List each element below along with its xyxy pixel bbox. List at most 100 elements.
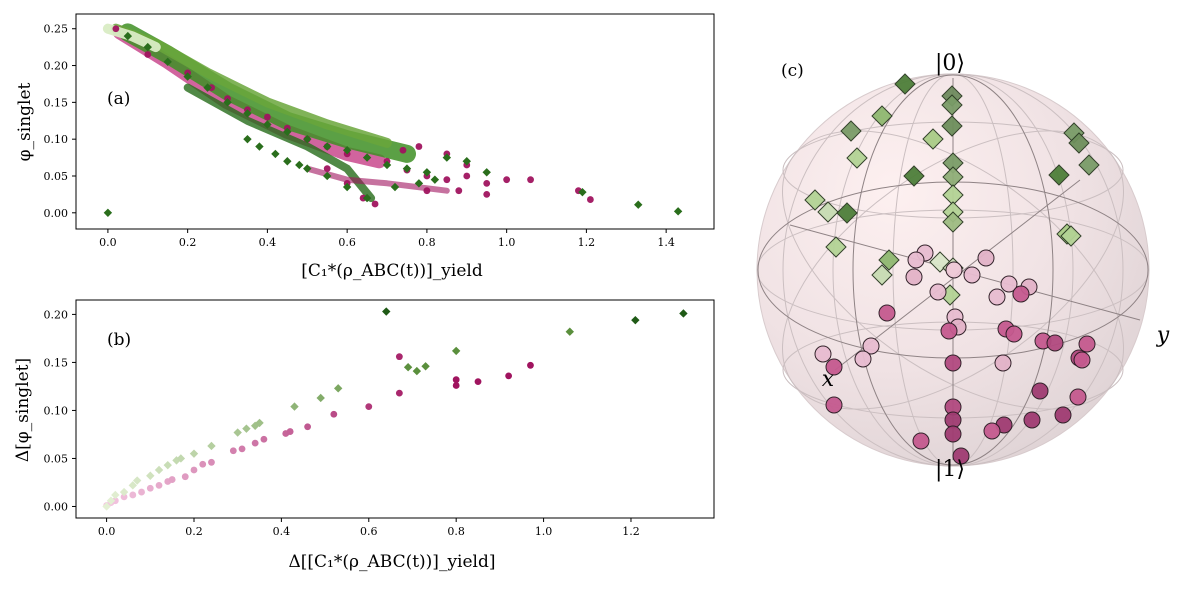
bloch-label-bottom: |1⟩ <box>935 457 965 482</box>
data-point-green <box>362 193 372 203</box>
data-point-green <box>295 160 304 170</box>
data-point-pink <box>371 200 379 208</box>
bloch-point-green <box>894 73 916 95</box>
bloch-point-pink <box>983 422 1001 440</box>
data-point-green <box>242 424 251 433</box>
data-point-green <box>342 146 352 155</box>
bloch-point-pink <box>1054 406 1072 424</box>
data-point-pink <box>483 179 491 187</box>
data-point-pink <box>112 25 120 33</box>
bloch-label-x: x <box>822 367 835 392</box>
panel-a-xtick-label: 0.6 <box>338 236 356 249</box>
panel-a-xtick-label: 0.8 <box>418 236 436 249</box>
data-point-pink <box>208 458 215 466</box>
data-point-pink <box>463 172 471 180</box>
bloch-point-pink <box>1023 411 1041 429</box>
bloch-point-pink <box>1012 285 1030 303</box>
panel-a-xtick-label: 1.2 <box>578 236 596 249</box>
data-point-pink <box>395 353 403 361</box>
panel-a-xtick-label: 0.0 <box>99 236 117 249</box>
bloch-point-pink <box>1005 325 1023 343</box>
data-point-green <box>223 98 232 107</box>
bloch-point-green <box>1068 132 1090 154</box>
data-point-green <box>119 487 129 497</box>
data-point-green <box>255 142 264 151</box>
data-point-pink <box>474 378 482 386</box>
data-point-pink <box>323 165 331 173</box>
bloch-point-green <box>942 211 964 233</box>
data-point-pink <box>527 361 534 369</box>
bloch-point-green <box>922 128 944 150</box>
data-point-green <box>390 182 400 192</box>
panel-b-ytick-label: 0.20 <box>44 308 69 321</box>
data-point-pink <box>527 176 534 184</box>
bloch-point-green <box>825 236 847 258</box>
data-point-green <box>303 134 312 144</box>
data-point-pink <box>415 143 423 150</box>
bloch-point-green <box>903 165 925 187</box>
data-point-green <box>290 402 299 411</box>
data-point-green <box>382 160 392 170</box>
data-point-green <box>283 127 292 137</box>
data-point-green <box>183 72 192 81</box>
data-point-pink <box>238 445 246 453</box>
panel-a-ytick-label: 0.25 <box>44 23 69 36</box>
data-point-green <box>123 31 133 41</box>
data-point-green <box>631 315 640 325</box>
data-point-green <box>207 441 216 451</box>
data-point-pink <box>190 466 198 474</box>
panel-c-label: (c) <box>781 61 804 81</box>
data-point-pink <box>395 389 403 397</box>
panel-a-xticks: 0.0 0.2 0.4 0.6 0.8 1.0 1.2 1.4 <box>99 229 675 249</box>
data-point-pink <box>264 113 271 121</box>
data-point-green <box>430 175 440 184</box>
bloch-point-green <box>1048 164 1070 186</box>
bloch-point-pink <box>907 251 925 269</box>
bloch-point-pink <box>825 396 843 414</box>
bloch-point-green <box>871 105 893 127</box>
data-point-green <box>203 83 212 92</box>
panel-a-frame <box>75 13 715 230</box>
bloch-point-green <box>840 120 862 142</box>
data-point-pink <box>455 187 463 195</box>
panel-a-ytick-label: 0.15 <box>44 96 69 109</box>
bloch-point-pink <box>1073 351 1091 369</box>
bloch-point-green <box>1078 154 1100 176</box>
data-point-green <box>403 363 413 372</box>
bloch-point-pink <box>952 447 970 465</box>
data-point-green <box>382 307 391 316</box>
data-point-pink <box>251 439 259 447</box>
panel-a-yticks: 0.00 0.05 0.10 0.15 0.20 0.25 <box>44 23 76 220</box>
data-point-pink <box>483 190 491 198</box>
panel-a-ytick-label: 0.00 <box>44 207 69 220</box>
panel-a-xtick-label: 0.4 <box>259 236 277 249</box>
panel-a-xtick-label: 1.0 <box>498 236 516 249</box>
data-point-pink <box>503 176 511 184</box>
data-point-green <box>106 496 116 505</box>
data-point-pink <box>129 491 137 499</box>
bloch-point-pink <box>945 261 963 279</box>
panel-a-bands <box>102 23 450 203</box>
data-point-green <box>421 362 430 371</box>
data-point-green <box>362 153 372 162</box>
bloch-label-y: y <box>1156 323 1170 348</box>
data-point-green <box>402 164 412 173</box>
data-point-pink <box>199 460 207 468</box>
data-point-green <box>673 207 683 216</box>
data-point-pink <box>155 481 163 489</box>
bloch-point-pink <box>1078 335 1096 353</box>
data-point-green <box>189 449 199 458</box>
panel-b: 0.0 0.2 0.4 0.6 0.8 1.0 1.2 0.000.050.100.150.… <box>13 299 715 572</box>
data-point-green <box>255 418 264 428</box>
data-point-green <box>163 57 172 67</box>
panel-b-xtick-label: 0.0 <box>98 525 116 538</box>
bloch-point-green <box>878 249 900 271</box>
data-point-green <box>316 393 325 403</box>
data-point-green <box>143 42 152 52</box>
panel-a-label: (a) <box>107 89 130 109</box>
bloch-point-pink <box>977 249 995 267</box>
data-point-pink <box>146 484 154 492</box>
data-point-green <box>146 471 155 480</box>
bloch-point-green <box>817 201 839 223</box>
data-point-pink <box>111 497 119 505</box>
